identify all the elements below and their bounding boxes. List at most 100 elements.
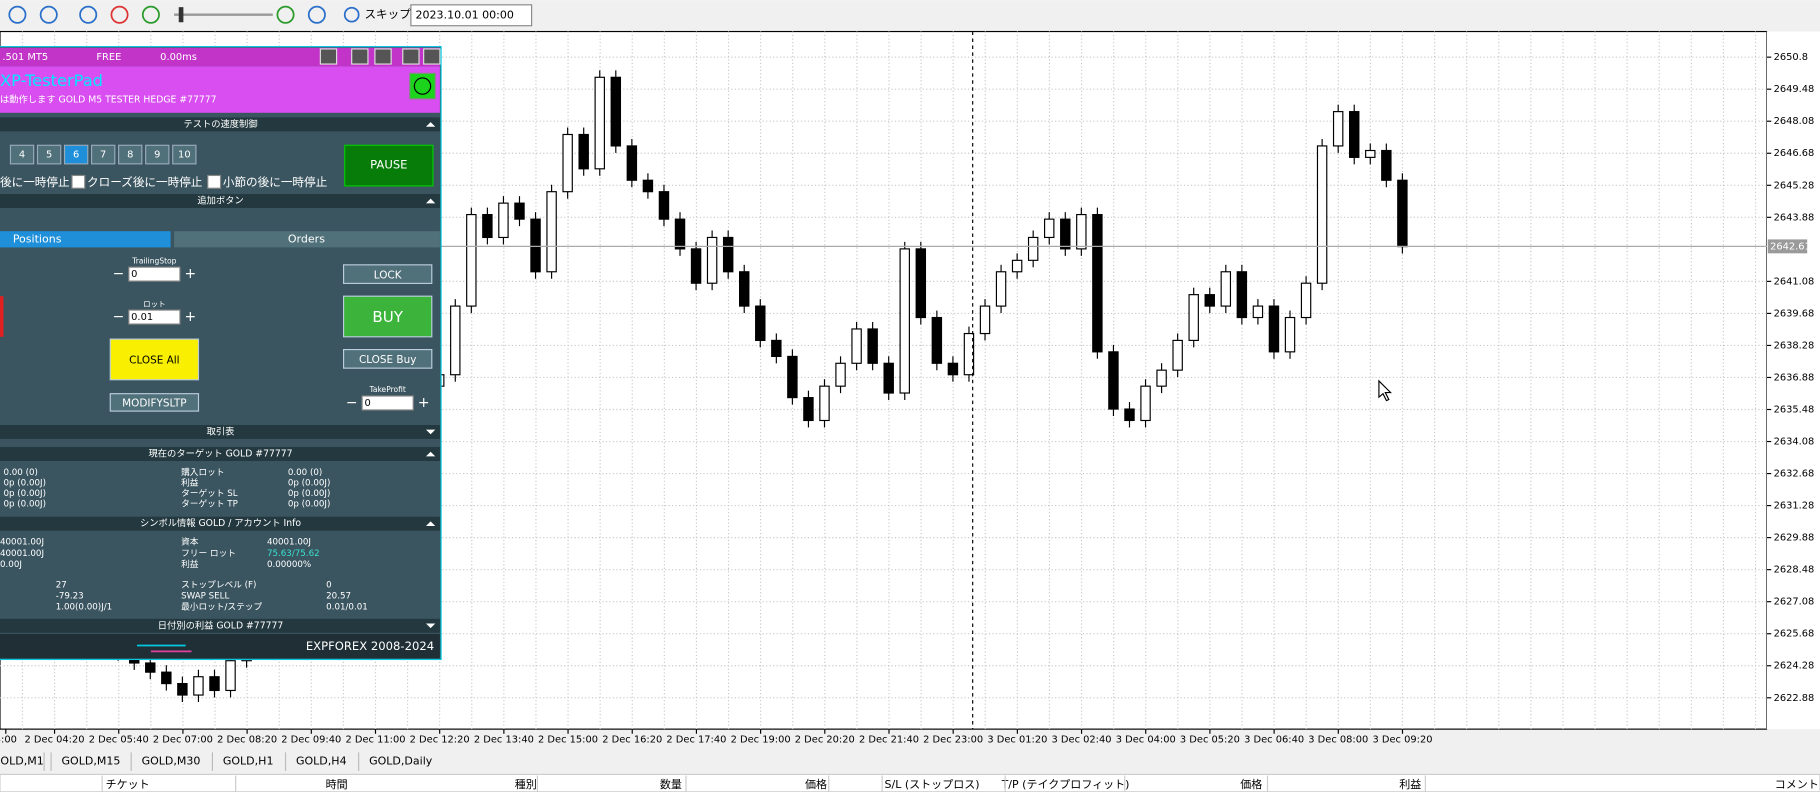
- symbol-tab[interactable]: GOLD,M15: [62, 755, 121, 768]
- close-all-button[interactable]: [109, 338, 200, 381]
- toolbar-button[interactable]: [110, 5, 129, 24]
- minus-button[interactable]: −: [346, 395, 358, 411]
- toolbar-button[interactable]: [307, 5, 326, 24]
- symbol-tab[interactable]: GOLD,M1: [0, 755, 44, 768]
- speed-button[interactable]: [63, 144, 89, 165]
- panel-icon-button[interactable]: [374, 48, 392, 65]
- candle: [578, 133, 589, 170]
- date-input[interactable]: [410, 4, 533, 27]
- plus-button[interactable]: +: [185, 309, 197, 325]
- section-toggle[interactable]: [425, 521, 436, 526]
- x-tick-label: 3 Dec 06:40: [1244, 735, 1304, 746]
- toolbar-button[interactable]: [141, 5, 160, 24]
- section-toggle[interactable]: [425, 122, 436, 127]
- checkbox[interactable]: [71, 174, 86, 189]
- candle: [1156, 369, 1167, 387]
- speed-button[interactable]: [36, 144, 62, 165]
- x-tick-label: 2 Dec 07:00: [153, 735, 213, 746]
- candle: [755, 305, 766, 341]
- skip-button[interactable]: スキップ: [364, 7, 411, 21]
- version: .501 MT5: [2, 52, 48, 63]
- candle: [963, 332, 975, 376]
- toolbar-button[interactable]: [276, 5, 295, 24]
- ping: 0.00ms: [160, 52, 197, 63]
- input-value: 0: [131, 269, 137, 280]
- section-header: [0, 447, 440, 461]
- section-header: [0, 516, 440, 531]
- candle: [1044, 218, 1055, 239]
- status-indicator: [409, 72, 436, 100]
- section-header-text: 追加ボタン: [197, 195, 243, 207]
- panel-icon-button[interactable]: [423, 48, 441, 65]
- checkbox[interactable]: [207, 174, 222, 189]
- x-tick-label: 3 Dec 01:20: [987, 735, 1047, 746]
- plus-button[interactable]: +: [418, 395, 430, 411]
- speed-button[interactable]: [145, 144, 170, 165]
- candle: [1284, 316, 1296, 353]
- speed-button[interactable]: [91, 144, 116, 165]
- y-tick-label: 2632.68: [1774, 469, 1815, 480]
- minus-button[interactable]: −: [113, 266, 125, 282]
- toolbar-button[interactable]: [8, 5, 27, 24]
- candle: [1268, 305, 1280, 353]
- candle: [819, 385, 830, 422]
- symbol-tab[interactable]: GOLD,M30: [142, 755, 201, 768]
- candle: [562, 133, 573, 193]
- speed-button-text: 9: [154, 150, 160, 161]
- input-value: 0: [364, 398, 370, 409]
- input[interactable]: [128, 266, 181, 282]
- input[interactable]: [128, 309, 181, 325]
- speed-button[interactable]: [172, 144, 197, 165]
- minus-button[interactable]: −: [113, 309, 125, 325]
- x-tick-label: 3 Dec 05:20: [1180, 735, 1240, 746]
- info-cell: 利益: [181, 558, 199, 570]
- info-cell: ストップレベル (F): [181, 580, 256, 591]
- pause-option: クローズ後に一時停止: [87, 175, 202, 189]
- info-cell: 20.57: [326, 592, 351, 602]
- skip-icon[interactable]: [343, 6, 360, 23]
- speed-button-text: 8: [127, 150, 133, 161]
- toolbar-button[interactable]: [39, 5, 58, 24]
- symbol-tab[interactable]: GOLD,H4: [296, 755, 347, 768]
- x-tick-label: 2 Dec 05:40: [89, 735, 149, 746]
- info-cell: 40001.00J: [0, 549, 44, 559]
- plus-button[interactable]: +: [185, 266, 197, 282]
- candle: [177, 683, 188, 696]
- close-buy-button[interactable]: [342, 348, 433, 369]
- speed-button[interactable]: [9, 144, 35, 165]
- current-price-box: [1767, 239, 1808, 254]
- x-tick-label: 2 Dec 17:40: [666, 735, 726, 746]
- panel-icon-button[interactable]: [402, 48, 420, 65]
- candle: [690, 248, 702, 284]
- column-header: 利益: [1399, 777, 1421, 791]
- panel-icon-button[interactable]: [351, 48, 369, 65]
- slider-thumb[interactable]: [178, 7, 184, 23]
- toolbar-button[interactable]: [79, 5, 98, 24]
- section-toggle[interactable]: [425, 451, 436, 457]
- modify-button[interactable]: [109, 393, 200, 412]
- lock-button[interactable]: [342, 264, 433, 284]
- candle: [947, 362, 959, 376]
- speed-button[interactable]: [118, 144, 143, 165]
- panel-icon-button[interactable]: [319, 48, 338, 65]
- section-toggle[interactable]: [425, 623, 436, 629]
- pause-button[interactable]: [344, 144, 434, 187]
- symbol-tab[interactable]: GOLD,H1: [223, 755, 274, 768]
- speed-button-text: 10: [178, 150, 191, 161]
- info-cell: ターゲット SL: [181, 487, 238, 499]
- tab-orders[interactable]: [174, 231, 440, 248]
- buy-button[interactable]: [342, 295, 433, 338]
- section-header-text: テストの速度制御: [183, 118, 257, 130]
- symbol-tab[interactable]: GOLD,Daily: [369, 755, 433, 768]
- tab-positions[interactable]: [0, 231, 171, 248]
- speed-button-text: 7: [100, 150, 106, 161]
- section-header-text: 現在のターゲット GOLD #77777: [149, 448, 293, 460]
- section-toggle[interactable]: [425, 198, 436, 204]
- candle: [514, 202, 525, 220]
- info-cell: 利益: [181, 477, 199, 489]
- input[interactable]: [361, 395, 414, 411]
- candle: [1092, 213, 1103, 353]
- x-tick-label: 2 Dec 12:20: [410, 735, 470, 746]
- section-toggle[interactable]: [425, 429, 436, 435]
- panel-footer: [0, 633, 440, 659]
